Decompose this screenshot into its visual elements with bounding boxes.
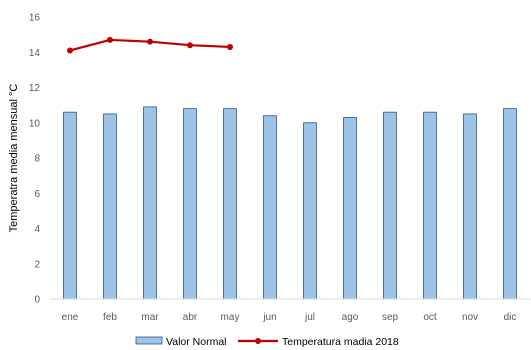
x-tick-label-ago: ago bbox=[342, 312, 359, 323]
y-tick-label: 4 bbox=[34, 224, 40, 235]
y-tick-label: 14 bbox=[29, 48, 41, 59]
x-tick-label-may: may bbox=[221, 312, 240, 323]
line-point-mar bbox=[147, 38, 153, 45]
y-tick-label: 2 bbox=[34, 259, 40, 270]
y-axis-ticks: 0 2 4 6 8 10 12 14 16 bbox=[29, 13, 41, 306]
bar-sep bbox=[383, 111, 397, 300]
x-tick-label-sep: sep bbox=[382, 312, 399, 323]
bar-jun bbox=[263, 115, 277, 300]
x-tick-label-jul: jul bbox=[304, 312, 315, 323]
x-tick-label-dic: dic bbox=[504, 312, 517, 323]
bar-dic bbox=[503, 108, 517, 300]
x-tick-label-feb: feb bbox=[103, 312, 117, 323]
legend: Valor Normal Temperatura madia 2018 bbox=[135, 336, 399, 348]
line-point-ene bbox=[67, 47, 73, 54]
y-tick-label: 10 bbox=[29, 118, 41, 129]
x-tick-label-abr: abr bbox=[183, 312, 198, 323]
bar-mar bbox=[143, 106, 157, 300]
y-tick-label: 6 bbox=[34, 189, 40, 200]
bar-feb bbox=[103, 113, 117, 300]
x-tick-label-ene: ene bbox=[62, 312, 79, 323]
bar-series bbox=[63, 106, 517, 300]
x-tick-label-oct: oct bbox=[423, 312, 437, 323]
bar-ago bbox=[343, 117, 357, 300]
x-tick-label-nov: nov bbox=[462, 312, 478, 323]
line-series bbox=[67, 36, 233, 54]
line-point-abr bbox=[187, 42, 193, 49]
legend-swatch-bar bbox=[135, 336, 163, 345]
y-tick-label: 8 bbox=[34, 154, 40, 165]
bar-oct bbox=[423, 111, 437, 300]
line-point-feb bbox=[107, 36, 113, 43]
legend-label-bar: Valor Normal bbox=[166, 336, 227, 348]
bar-may bbox=[223, 108, 237, 300]
bar-ene bbox=[63, 111, 77, 300]
x-tick-label-jun: jun bbox=[262, 312, 276, 323]
legend-swatch-marker bbox=[255, 338, 261, 344]
bar-nov bbox=[463, 113, 477, 300]
bar-abr bbox=[183, 108, 197, 300]
legend-label-line: Temperatura madia 2018 bbox=[282, 336, 399, 348]
line-point-may bbox=[227, 43, 233, 50]
x-axis-ticks: ene feb mar abr may jun jul ago sep oct nov dic bbox=[62, 312, 517, 323]
y-axis-title: Temperatra media mensual °C bbox=[8, 84, 20, 233]
bar-jul bbox=[303, 122, 317, 300]
y-tick-label: 16 bbox=[29, 13, 41, 24]
x-tick-label-mar: mar bbox=[141, 312, 159, 323]
y-tick-label: 0 bbox=[34, 295, 40, 306]
y-tick-label: 12 bbox=[29, 83, 41, 94]
